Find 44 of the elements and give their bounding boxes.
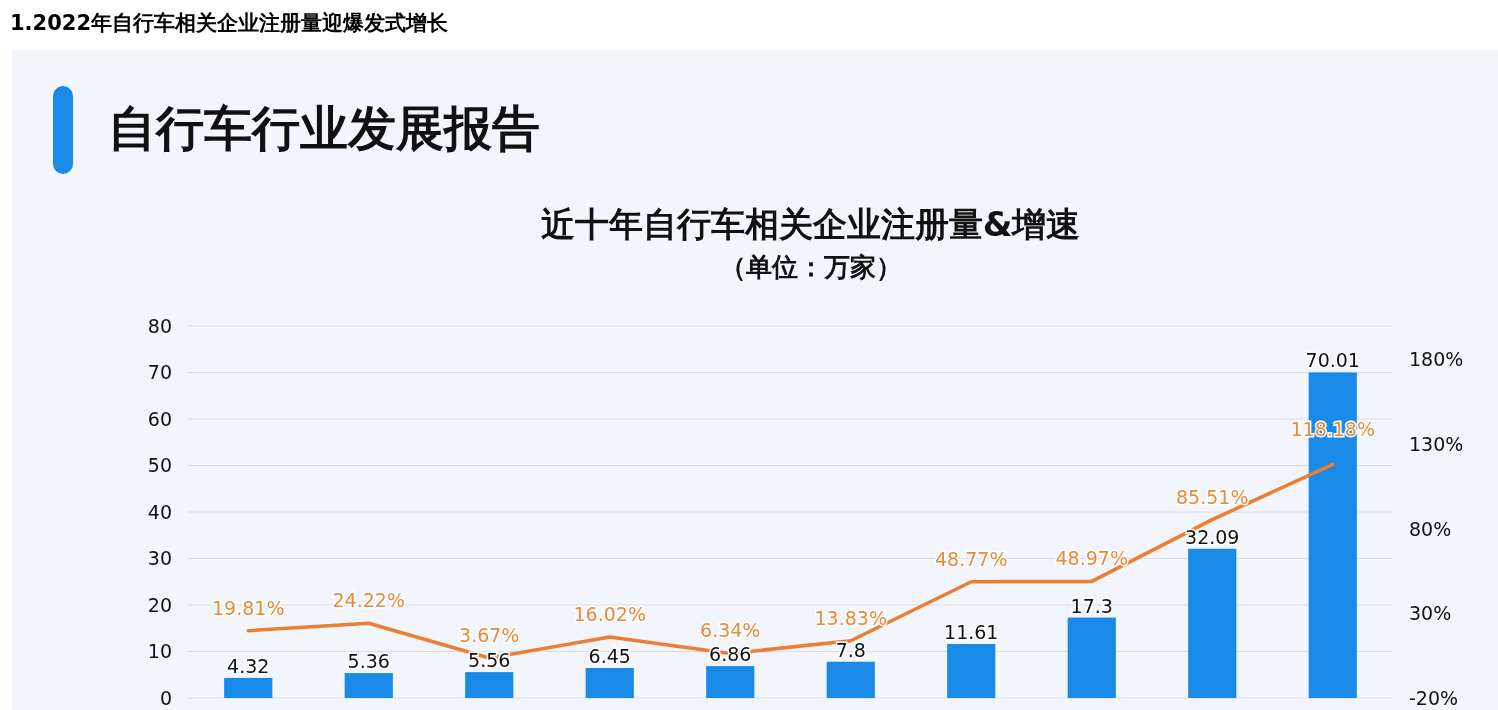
- y2-tick-label: 180%: [1409, 348, 1464, 371]
- data-label: 24.22%: [332, 589, 405, 612]
- y-tick-label: 50: [147, 454, 172, 477]
- y2-tick-label: -20%: [1409, 686, 1459, 709]
- y-tick-label: 0: [159, 686, 172, 709]
- data-label: 6.34%: [700, 619, 761, 642]
- y-tick-label: 20: [147, 593, 172, 616]
- data-label: 11.61: [944, 621, 999, 644]
- bar: [1067, 617, 1116, 698]
- chart-subtitle: （单位：万家）: [719, 252, 902, 282]
- data-label: 70.01: [1305, 349, 1360, 372]
- bar: [344, 673, 393, 698]
- data-label: 32.09: [1185, 525, 1240, 548]
- data-label: 6.45: [588, 645, 631, 668]
- chart-title: 近十年自行车相关企业注册量&增速: [540, 204, 1081, 244]
- data-label: 48.97%: [1055, 547, 1128, 570]
- y-tick-label: 30: [147, 547, 172, 570]
- bar: [465, 672, 514, 698]
- bar: [224, 677, 273, 698]
- y-tick-label: 80: [147, 314, 172, 337]
- y-tick-label: 60: [147, 407, 172, 430]
- data-label: 13.83%: [814, 606, 887, 629]
- bar: [1188, 548, 1237, 698]
- y2-tick-label: 130%: [1409, 433, 1464, 456]
- y-tick-label: 70: [147, 361, 172, 384]
- text: 1.2022年自行车相关企业注册量迎爆发式增长: [10, 11, 450, 35]
- text: 自行车行业发展报告: [108, 100, 540, 156]
- y-tick-label: 10: [147, 640, 172, 663]
- data-label: 17.3: [1070, 594, 1113, 617]
- data-label: 85.51%: [1176, 485, 1249, 508]
- data-label: 3.67%: [459, 623, 520, 646]
- y2-tick-label: 30%: [1409, 602, 1452, 625]
- data-label: 16.02%: [573, 603, 646, 626]
- bar: [947, 644, 996, 698]
- data-label: 19.81%: [212, 596, 285, 619]
- y-tick-label: 40: [147, 500, 172, 523]
- data-label: 5.36: [347, 650, 390, 673]
- bar: [585, 668, 634, 698]
- y2-tick-label: 80%: [1409, 517, 1452, 540]
- bar: [826, 661, 875, 698]
- data-label: 7.8: [835, 638, 866, 661]
- data-label: 4.32: [227, 654, 270, 677]
- bar: [706, 666, 755, 698]
- data-label: 48.77%: [935, 547, 1008, 570]
